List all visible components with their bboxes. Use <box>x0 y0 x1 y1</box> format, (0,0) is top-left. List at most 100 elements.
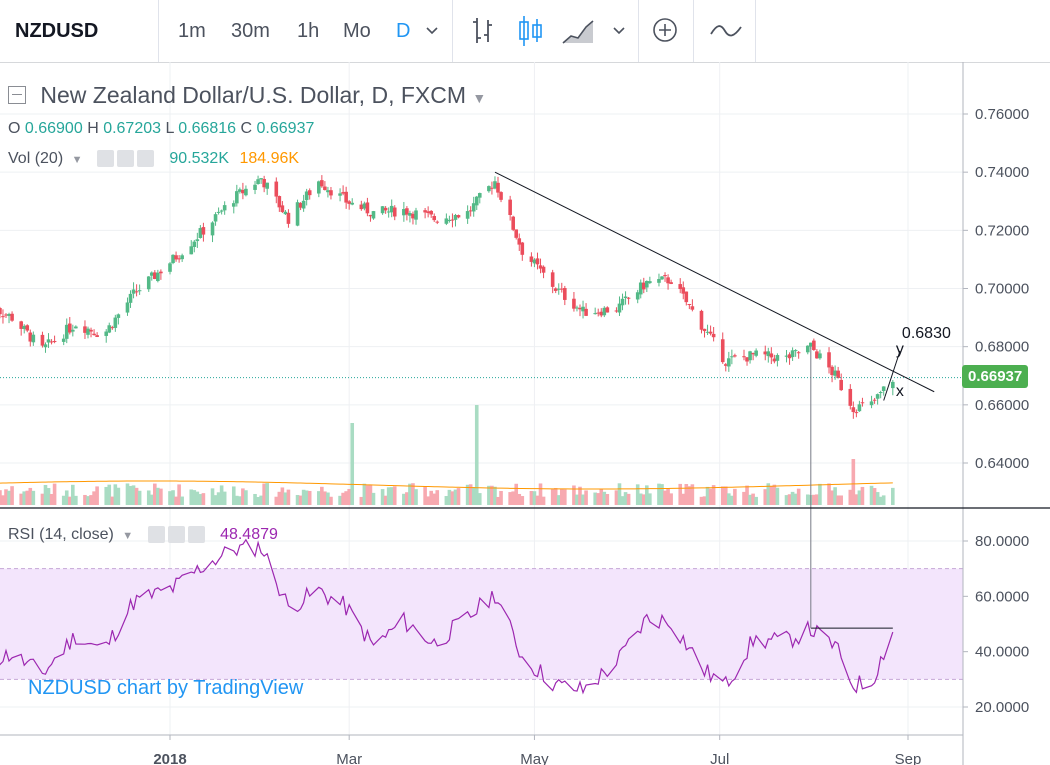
volume-bar <box>769 486 774 505</box>
volume-bar <box>262 483 266 505</box>
volume-bar <box>687 486 692 505</box>
symbol-search-button[interactable]: NZDUSD <box>15 20 99 42</box>
candle-body <box>31 334 36 343</box>
candle-body <box>174 255 178 260</box>
candle-body <box>684 291 689 303</box>
volume-bar <box>153 483 157 505</box>
title-dropdown-icon[interactable]: ▼ <box>472 90 487 106</box>
chart-style-dropdown-icon[interactable] <box>612 0 626 62</box>
candle-body <box>626 297 631 299</box>
interval-d-button[interactable]: D <box>396 20 411 42</box>
volume-bar <box>751 493 755 505</box>
volume-bar <box>815 494 819 505</box>
volume-bar <box>599 489 604 505</box>
interval-30m-button[interactable]: 30m <box>231 20 270 42</box>
candle-body <box>286 212 291 224</box>
candle-body <box>520 242 525 255</box>
volume-bar <box>535 495 540 505</box>
volume-bar <box>1 495 5 505</box>
rsi-value: 48.4879 <box>220 526 278 543</box>
candle-body <box>687 303 692 305</box>
volume-bar <box>596 493 601 505</box>
candle-body <box>596 312 601 314</box>
volume-bar <box>338 495 342 505</box>
volume-dropdown-icon[interactable]: ▼ <box>71 154 83 166</box>
collapse-icon[interactable] <box>8 85 26 104</box>
candle-body <box>723 364 728 366</box>
volume-bar <box>95 486 99 505</box>
eye-icon[interactable] <box>147 526 165 544</box>
candle-body <box>329 190 333 196</box>
price-tick-label: 0.72000 <box>975 222 1029 239</box>
candle-body <box>19 321 23 329</box>
candle-body <box>423 210 427 213</box>
settings-icon[interactable] <box>167 526 185 544</box>
chart-title[interactable]: New Zealand Dollar/U.S. Dollar, D, FXCM <box>40 82 467 108</box>
volume-bar <box>295 494 300 505</box>
candle-body <box>156 272 160 282</box>
time-tick-label: Jul <box>710 751 729 765</box>
bars-style-icon[interactable] <box>471 0 499 62</box>
candle-body <box>46 339 51 343</box>
volume-bar <box>156 487 160 505</box>
volume-bar <box>52 483 57 505</box>
volume-bar <box>347 488 351 505</box>
add-indicator-icon[interactable] <box>651 0 679 62</box>
volume-bar <box>323 491 327 505</box>
candle-body <box>426 211 430 214</box>
interval-1h-button[interactable]: 1h <box>297 20 320 42</box>
candle-body <box>848 388 853 406</box>
tradingview-watermark[interactable]: NZDUSD chart by TradingView <box>28 677 304 699</box>
volume-bar <box>559 489 564 505</box>
candle-body <box>681 287 686 294</box>
axis-annotation: y <box>896 341 904 358</box>
volume-label[interactable]: Vol (20) <box>8 150 64 167</box>
candle-body <box>796 352 801 354</box>
volume-bar <box>265 483 269 505</box>
candle-body <box>699 310 704 330</box>
volume-bar <box>280 487 285 505</box>
candle-body <box>499 192 503 200</box>
volume-bar <box>745 485 749 505</box>
candle-body <box>25 325 30 331</box>
volume-bar <box>511 491 515 505</box>
candle-body <box>4 314 8 316</box>
volume-bar <box>83 494 87 505</box>
interval-1m-button[interactable]: 1m <box>178 20 206 42</box>
candle-body <box>380 206 385 214</box>
eye-icon[interactable] <box>96 150 114 168</box>
candle-body <box>307 190 312 196</box>
volume-bar <box>720 486 725 505</box>
volume-bar <box>742 491 746 505</box>
volume-bar <box>514 483 519 505</box>
volume-bar <box>283 492 288 505</box>
candles-style-icon[interactable] <box>517 0 545 62</box>
candle-body <box>465 211 470 219</box>
volume-bar <box>25 490 30 505</box>
rsi-label[interactable]: RSI (14, close) <box>8 526 114 543</box>
candle-body <box>235 191 239 204</box>
interval-dropdown-icon[interactable] <box>425 0 439 62</box>
interval-mo-button[interactable]: Mo <box>343 20 371 42</box>
volume-bar <box>575 494 579 505</box>
candle-body <box>727 358 731 367</box>
axis-annotation: x <box>896 383 904 400</box>
candle-body <box>368 214 373 217</box>
volume-bar <box>581 494 585 505</box>
volume-bar <box>113 484 118 505</box>
volume-bar <box>517 493 522 505</box>
volume-bar <box>563 489 567 505</box>
close-icon[interactable] <box>187 526 205 544</box>
candle-body <box>474 196 479 206</box>
candle-body <box>490 187 494 189</box>
candle-body <box>660 276 664 280</box>
volume-bar <box>49 493 54 505</box>
settings-icon[interactable] <box>116 150 134 168</box>
candle-body <box>365 202 370 214</box>
area-style-icon[interactable] <box>561 0 595 62</box>
volume-bar <box>389 487 394 505</box>
rsi-dropdown-icon[interactable]: ▼ <box>122 530 134 542</box>
compare-icon[interactable] <box>709 0 743 62</box>
close-icon[interactable] <box>136 150 154 168</box>
